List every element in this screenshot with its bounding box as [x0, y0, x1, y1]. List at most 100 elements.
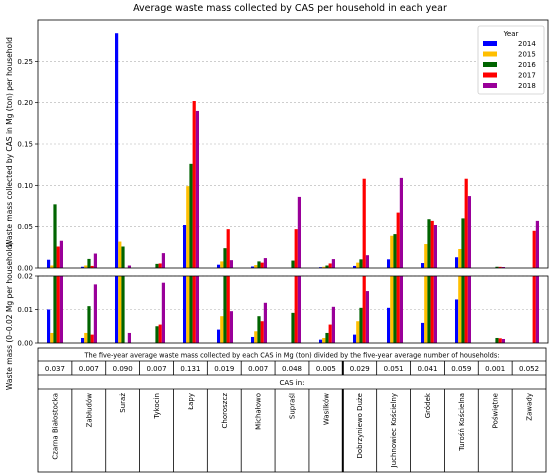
bottom-frame [37, 275, 549, 344]
top-tick-label: 0.20 [17, 99, 33, 107]
top-bar-2018-4 [195, 110, 199, 268]
bottom-bar-2016-0 [53, 276, 57, 343]
category-label: Wasilków [322, 393, 330, 425]
category-label: Choroszcz [221, 393, 229, 429]
top-tick-label: 0.00 [17, 265, 33, 273]
table-frame [37, 347, 547, 473]
bottom-bar-2016-5 [223, 276, 227, 343]
bottom-bar-2018-12 [467, 276, 471, 343]
top-tick-label: 0.25 [17, 58, 33, 66]
bottom-bar-2018-11 [433, 276, 437, 343]
bottom-bar-2015-1 [84, 332, 88, 343]
table-value: 0.037 [45, 365, 65, 373]
legend-label-2016: 2016 [518, 61, 536, 69]
bottom-bar-2015-5 [220, 316, 224, 343]
top-bar-2016-8 [325, 265, 329, 268]
bottom-bar-2014-0 [47, 309, 51, 343]
table-value: 0.059 [451, 365, 471, 373]
legend-label-2018: 2018 [518, 82, 536, 90]
bottom-bar-2014-9 [353, 334, 357, 343]
category-label: Czarna Białostocka [51, 393, 59, 460]
top-bar-2014-1 [81, 266, 85, 268]
legend-swatch-2017 [483, 72, 497, 78]
bottom-bar-2018-5 [229, 311, 233, 343]
bottom-bar-2017-14 [532, 276, 536, 343]
category-label: Zawady [526, 393, 534, 421]
category-label: Gródek [424, 392, 432, 418]
bottom-bar-2018-7 [297, 276, 301, 343]
top-bar-2016-2 [121, 246, 125, 268]
table-value: 0.029 [350, 365, 370, 373]
bottom-bar-2014-6 [251, 336, 255, 343]
table-value: 0.051 [384, 365, 404, 373]
top-bar-2014-4 [183, 225, 187, 268]
top-bar-2016-11 [427, 219, 431, 268]
bottom-bar-2016-6 [257, 316, 261, 343]
top-bar-2014-9 [353, 265, 357, 268]
bottom-bar-2016-11 [427, 276, 431, 343]
y-axis-label-bottom: Waste mass (0–0.02 Mg per household) [5, 242, 14, 390]
top-bar-2015-5 [220, 261, 224, 268]
top-bar-2018-0 [59, 240, 63, 268]
top-bar-2018-5 [229, 260, 233, 268]
bottom-bar-2015-12 [458, 276, 462, 343]
top-bar-2016-9 [359, 259, 363, 268]
top-bar-2017-0 [56, 246, 60, 268]
bottom-bar-2017-9 [362, 276, 366, 343]
legend-label-2017: 2017 [518, 72, 536, 80]
bottom-bar-2018-6 [263, 302, 267, 343]
top-bar-2018-13 [501, 267, 505, 268]
bottom-bar-2016-8 [325, 332, 329, 343]
plot-area-top: 0.00 0.05 0.10 0.15 0.20 0.25 [17, 19, 549, 273]
top-bar-2017-9 [362, 178, 366, 268]
bottom-bar-2018-4 [195, 276, 199, 343]
bottom-bar-2015-0 [50, 332, 54, 343]
bottom-bar-2015-11 [424, 276, 428, 343]
top-bar-2016-7 [291, 260, 295, 268]
top-tick-label: 0.15 [17, 141, 33, 149]
top-tick-label: 0.10 [17, 182, 33, 190]
bottom-bar-2018-3 [161, 282, 165, 343]
bottom-bar-2018-14 [535, 276, 539, 343]
bottom-bar-2018-9 [365, 291, 369, 343]
top-bar-2018-9 [365, 255, 369, 268]
top-bar-2016-4 [189, 163, 193, 268]
bottom-bar-2015-9 [356, 321, 360, 343]
bottom-bar-2017-13 [498, 338, 502, 343]
top-bar-2016-6 [257, 261, 261, 268]
top-bar-2014-10 [387, 259, 391, 268]
bottom-bar-2016-3 [155, 326, 159, 343]
bottom-bar-2016-4 [189, 276, 193, 343]
top-bar-2014-11 [421, 263, 425, 268]
top-bar-2014-0 [47, 259, 51, 268]
table-value: 0.007 [248, 365, 268, 373]
top-frame [37, 19, 549, 269]
legend-swatch-2018 [483, 83, 497, 88]
top-bar-2018-6 [263, 258, 267, 268]
bottom-bar-2017-12 [464, 276, 468, 343]
bottom-bar-2017-7 [294, 276, 298, 343]
legend: Year 2014 2015 2016 2017 2018 [477, 25, 545, 95]
table-value: 0.007 [79, 365, 99, 373]
top-bar-2016-13 [495, 266, 499, 268]
category-label: Turośń Kościelna [458, 393, 466, 452]
top-bar-2017-13 [498, 266, 502, 268]
top-bar-2016-0 [53, 204, 57, 268]
bottom-bar-2018-8 [331, 306, 335, 343]
table-row-label: CAS in: [279, 379, 304, 387]
legend-title: Year [503, 30, 519, 38]
table-value: 0.131 [180, 365, 200, 373]
bottom-tick-label: 0.02 [17, 273, 33, 281]
bottom-bar-2015-8 [322, 337, 326, 343]
top-bar-2018-10 [399, 177, 403, 268]
top-bar-2015-9 [356, 262, 360, 268]
top-bar-2015-6 [254, 265, 258, 268]
bottom-bar-2014-8 [319, 339, 323, 343]
bottom-bar-2015-4 [186, 276, 190, 343]
bottom-bar-2018-13 [501, 338, 505, 343]
y-axis-label-top: Waste mass collected by CAS in Mg (ton) … [5, 37, 14, 247]
bottom-bar-2018-0 [59, 276, 63, 343]
top-bar-2017-5 [226, 229, 230, 268]
top-bar-2015-1 [84, 265, 88, 268]
